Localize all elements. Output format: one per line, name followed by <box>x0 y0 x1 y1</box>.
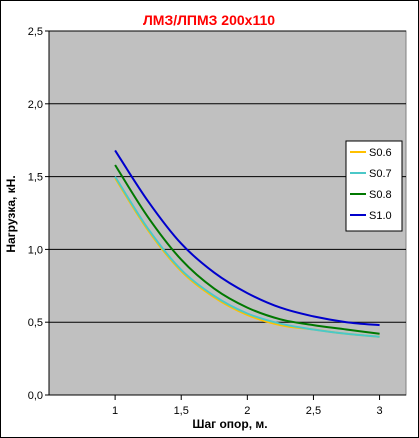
y-tick-label: 0,5 <box>28 317 43 329</box>
y-tick-label: 2,0 <box>28 99 43 111</box>
legend: S0.6 S0.7 S0.8 S1.0 <box>345 140 403 232</box>
legend-box <box>345 140 403 232</box>
x-tick-label: 3 <box>376 405 382 417</box>
x-tick-label: 2,5 <box>306 405 321 417</box>
series-lines <box>114 149 380 338</box>
legend-label: S0.7 <box>369 168 392 180</box>
axes: 0,0 0,5 1,0 1,5 2,0 2,5 1 1,5 2 2,5 3 <box>28 26 406 417</box>
x-tick-label: 2 <box>244 405 250 417</box>
legend-label: S0.6 <box>369 147 392 159</box>
y-tick-label: 0,0 <box>28 390 43 402</box>
x-axis-label: Шаг опор, м. <box>192 417 267 431</box>
y-tick-label: 1,0 <box>28 244 43 256</box>
series-line-S0-8 <box>114 164 380 335</box>
x-tick-label: 1 <box>112 405 118 417</box>
series-line-S1-0 <box>114 149 380 327</box>
y-tick-label: 2,5 <box>28 26 43 38</box>
series-line-S0-7 <box>114 176 380 338</box>
legend-label: S1.0 <box>369 210 392 222</box>
legend-label: S0.8 <box>369 189 392 201</box>
y-tick-label: 1,5 <box>28 172 43 184</box>
chart-title: ЛМЗ/ЛПМЗ 200х110 <box>143 12 275 28</box>
y-axis-label: Нагрузка, кН. <box>4 175 18 252</box>
x-tick-label: 1,5 <box>174 405 189 417</box>
